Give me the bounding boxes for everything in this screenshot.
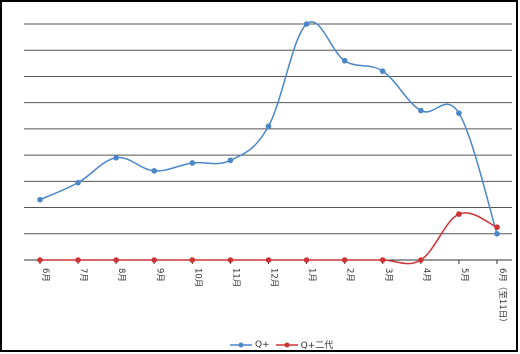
x-tick-label: 9月 — [154, 268, 164, 282]
x-tick-label: 3月 — [383, 268, 393, 282]
data-point-q-plus — [303, 21, 310, 27]
x-tick-label: 5月 — [459, 268, 469, 282]
x-tick-label: 2月 — [345, 268, 355, 282]
data-point-q-plus — [227, 157, 234, 164]
legend-label-q-plus: Q+ — [255, 339, 270, 350]
legend: Q+ Q+二代 — [230, 338, 333, 351]
x-tick-label: 6月（至11日） — [497, 268, 508, 327]
data-point-q-plus — [341, 57, 348, 64]
data-point-q-plus-gen2 — [456, 211, 462, 217]
legend-item-q-plus-gen2: Q+二代 — [275, 338, 334, 351]
x-tick-label: 8月 — [116, 268, 126, 282]
x-tick-label: 4月 — [421, 268, 431, 282]
data-point-q-plus-gen2 — [341, 257, 348, 263]
data-point-q-plus — [418, 107, 424, 114]
data-point-q-plus — [265, 123, 272, 130]
data-point-q-plus — [379, 68, 386, 74]
x-tick-label: 1月 — [307, 268, 317, 282]
data-point-q-plus-gen2 — [37, 257, 43, 263]
data-point-q-plus — [37, 196, 43, 203]
line-chart: 6月 7月 8月 9月 10月 11月 12月 1月 2月 3月 4月 5月 6月（至11日） — [24, 21, 512, 327]
data-point-q-plus-gen2 — [113, 257, 119, 263]
data-point-q-plus-gen2 — [494, 224, 500, 231]
data-point-q-plus — [456, 110, 462, 116]
data-point-q-plus-gen2 — [418, 257, 424, 263]
data-point-q-plus — [75, 179, 81, 186]
series-layer — [37, 21, 500, 265]
data-point-q-plus-gen2 — [379, 257, 386, 263]
data-point-q-plus-gen2 — [189, 257, 196, 263]
series-line-q-plus-gen2 — [39, 212, 498, 265]
x-tick-labels: 6月 7月 8月 9月 10月 11月 12月 1月 2月 3月 4月 5月 6月（至11日） — [40, 268, 508, 327]
x-tick-label: 11月 — [230, 268, 240, 287]
data-point-q-plus-gen2 — [303, 257, 310, 263]
data-point-q-plus-gen2 — [227, 257, 234, 263]
legend-swatch-q-plus — [230, 342, 252, 347]
data-point-q-plus-gen2 — [75, 257, 81, 263]
data-point-q-plus-gen2 — [265, 257, 272, 263]
data-point-q-plus — [151, 168, 158, 174]
data-point-q-plus — [189, 160, 196, 166]
x-tick-label: 7月 — [78, 268, 88, 282]
legend-label-q-plus-gen2: Q+二代 — [300, 341, 334, 351]
legend-item-q-plus: Q+ — [230, 340, 270, 350]
x-tick-label: 6月 — [40, 268, 50, 282]
data-point-q-plus — [494, 230, 500, 237]
data-point-q-plus — [113, 154, 119, 161]
x-tick-label: 12月 — [269, 268, 279, 287]
data-point-q-plus-gen2 — [151, 257, 158, 263]
x-tick-label: 10月 — [192, 268, 202, 287]
legend-swatch-q-plus-gen2 — [275, 342, 298, 347]
